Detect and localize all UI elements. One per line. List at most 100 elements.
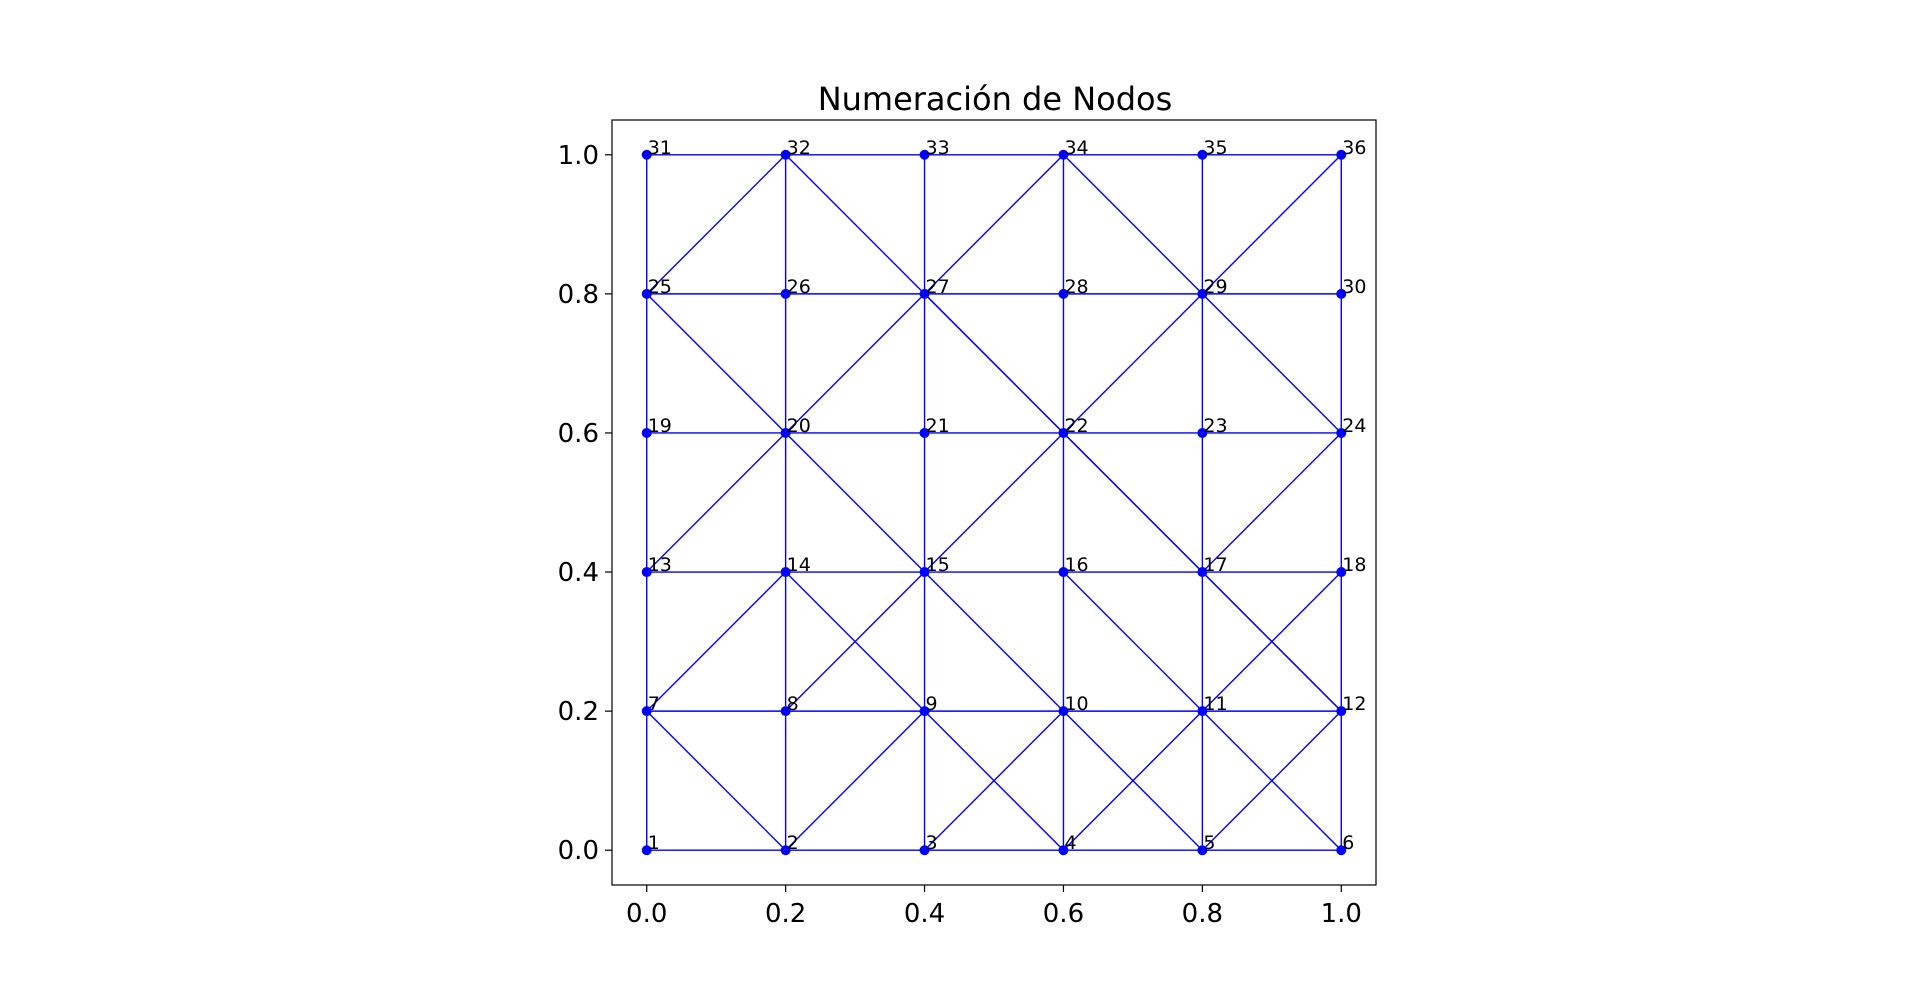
- node-point: [1336, 706, 1347, 717]
- node-label: 31: [648, 137, 672, 159]
- node-label: 28: [1064, 276, 1088, 298]
- node-point: [919, 845, 930, 856]
- node-label: 34: [1064, 137, 1088, 159]
- node-label: 24: [1342, 415, 1366, 437]
- mesh-edge: [1062, 293, 1203, 434]
- mesh-edge: [1201, 432, 1342, 573]
- node-point: [1197, 427, 1208, 438]
- node-point: [1197, 288, 1208, 299]
- chart-title: Numeración de Nodos: [818, 80, 1173, 118]
- mesh-edge: [924, 293, 1064, 434]
- y-tick-label: 0.8: [558, 280, 599, 310]
- mesh-edges: [646, 154, 1342, 851]
- x-tick-label: 0.6: [1043, 899, 1084, 929]
- node-label: 32: [787, 137, 811, 159]
- mesh-edge: [785, 710, 926, 851]
- node-point: [780, 288, 791, 299]
- plot-frame: [611, 119, 1377, 886]
- node-point: [1197, 845, 1208, 856]
- node-label: 8: [787, 693, 799, 715]
- node-label: 11: [1203, 693, 1227, 715]
- node-label: 18: [1342, 554, 1366, 576]
- mesh-edge: [1062, 571, 1203, 712]
- node-label: 13: [648, 554, 672, 576]
- node-label: 3: [926, 832, 938, 854]
- node-label: 16: [1064, 554, 1088, 576]
- node-point: [641, 567, 652, 578]
- mesh-edge: [646, 432, 787, 573]
- mesh-edge: [785, 571, 926, 712]
- node-label: 19: [648, 415, 672, 437]
- node-label: 35: [1203, 137, 1227, 159]
- node-point: [1336, 288, 1347, 299]
- mesh-edge: [785, 154, 926, 295]
- node-label: 6: [1342, 832, 1354, 854]
- x-tick-label: 1.0: [1321, 899, 1362, 929]
- mesh-edge: [1201, 571, 1342, 712]
- node-point: [780, 845, 791, 856]
- node-point: [919, 567, 930, 578]
- node-point: [1058, 427, 1069, 438]
- node-point: [1058, 149, 1069, 160]
- node-label: 14: [787, 554, 811, 576]
- node-label: 17: [1203, 554, 1227, 576]
- node-point: [919, 149, 930, 160]
- mesh-edge: [1062, 154, 1203, 295]
- x-tick-label: 0.2: [765, 899, 806, 929]
- node-point: [1197, 706, 1208, 717]
- node-point: [1197, 567, 1208, 578]
- mesh-edge: [1201, 710, 1342, 851]
- mesh-edge: [646, 710, 787, 851]
- x-axis: 0.0 0.2 0.4 0.6 0.8 1.0: [626, 885, 1362, 929]
- node-label: 30: [1342, 276, 1366, 298]
- node-label: 2: [787, 832, 799, 854]
- node-point: [780, 567, 791, 578]
- node-label: 7: [648, 693, 660, 715]
- node-label: 9: [926, 693, 938, 715]
- x-tick-label: 0.0: [626, 899, 667, 929]
- node-point: [641, 706, 652, 717]
- node-point: [919, 288, 930, 299]
- node-point: [780, 706, 791, 717]
- node-label: 22: [1064, 415, 1088, 437]
- node-point: [1058, 288, 1069, 299]
- node-point: [780, 149, 791, 160]
- node-point: [641, 288, 652, 299]
- node-label: 1: [648, 832, 660, 854]
- node-label: 26: [787, 276, 811, 298]
- y-tick-label: 1.0: [558, 141, 599, 171]
- mesh-edge: [1062, 432, 1203, 573]
- mesh-edge: [1201, 293, 1342, 434]
- y-tick-label: 0.6: [558, 419, 599, 449]
- node-label: 10: [1064, 693, 1088, 715]
- node-point: [641, 149, 652, 160]
- mesh-nodes: [641, 149, 1347, 856]
- node-label: 12: [1342, 693, 1366, 715]
- node-point: [1336, 427, 1347, 438]
- node-point: [780, 427, 791, 438]
- mesh-edge: [924, 710, 1064, 851]
- mesh-edge: [646, 293, 787, 434]
- node-label: 23: [1203, 415, 1227, 437]
- node-point: [1336, 149, 1347, 160]
- mesh-edge: [924, 571, 1064, 712]
- y-axis: 0.0 0.2 0.4 0.6 0.8 1.0: [558, 141, 612, 866]
- mesh-edge: [785, 293, 926, 434]
- node-point: [641, 427, 652, 438]
- y-tick-label: 0.2: [558, 697, 599, 727]
- node-point: [641, 845, 652, 856]
- node-point: [1058, 567, 1069, 578]
- mesh-edge: [1201, 154, 1342, 295]
- mesh-edge: [924, 432, 1064, 573]
- x-tick-label: 0.4: [904, 899, 945, 929]
- y-tick-label: 0.0: [558, 836, 599, 866]
- node-point: [919, 706, 930, 717]
- mesh-edge: [646, 154, 787, 295]
- node-point: [919, 427, 930, 438]
- node-label: 4: [1064, 832, 1076, 854]
- node-label: 15: [926, 554, 950, 576]
- node-label: 33: [926, 137, 950, 159]
- node-point: [1058, 845, 1069, 856]
